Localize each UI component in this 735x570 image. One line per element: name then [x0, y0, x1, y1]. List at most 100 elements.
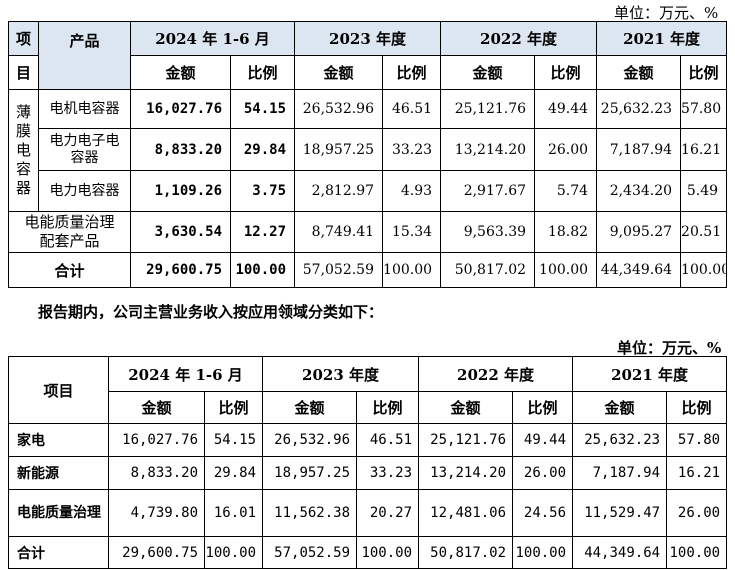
header-period-2024h1: 2024 年 1-6 月 — [107, 356, 264, 392]
table-cell: 5.49 — [680, 170, 728, 212]
table-cell: 4,739.80 — [108, 489, 205, 537]
table-cell: 25,632.23 — [596, 89, 682, 129]
unit-label-bottom: 单位：万元、% — [617, 339, 722, 357]
table-cell: 29.84 — [229, 128, 296, 171]
table-cell: 16.21 — [666, 456, 728, 490]
header-period-2022: 2022 年度 — [440, 21, 598, 56]
header-amount: 金额 — [262, 391, 358, 424]
total-cell: 100.00 — [229, 252, 296, 288]
header-amount: 金额 — [294, 55, 384, 90]
header-amount: 金额 — [572, 391, 668, 424]
product-revenue-table: 项 产品 2024 年 1-6 月 2023 年度 2022 年度 2021 年… — [8, 21, 728, 288]
total-cell: 100.00 — [666, 536, 728, 569]
total-cell: 100.00 — [203, 536, 264, 569]
unit-label-top: 单位：万元、% — [614, 4, 719, 22]
table-cell: 29.84 — [203, 456, 264, 490]
table-cell: 57.80 — [680, 89, 728, 129]
total-cell: 44,349.64 — [572, 536, 668, 569]
total-cell: 100.00 — [680, 252, 728, 288]
table-cell: 49.44 — [534, 89, 598, 129]
table-cell: 26.00 — [666, 489, 728, 537]
table-cell: 16.01 — [203, 489, 264, 537]
table-cell: 18,957.25 — [262, 456, 358, 490]
header-period-2021: 2021 年度 — [572, 356, 728, 392]
header-ratio: 比例 — [512, 391, 574, 424]
table-cell: 18.82 — [534, 211, 598, 253]
total-cell: 100.00 — [382, 252, 442, 288]
total-cell: 44,349.64 — [596, 252, 682, 288]
table-cell: 20.51 — [680, 211, 728, 253]
product-name: 电力电子电容器 — [38, 128, 131, 171]
product-name: 电能质量治理配套产品 — [8, 211, 131, 253]
header-amount: 金额 — [130, 55, 231, 90]
row-label-new-energy: 新能源 — [8, 456, 109, 490]
header-period-2022: 2022 年度 — [418, 356, 574, 392]
table-cell: 33.23 — [356, 456, 420, 490]
table-cell: 3,630.54 — [130, 211, 231, 253]
total-cell: 29,600.75 — [130, 252, 231, 288]
header-item-2: 目 — [8, 55, 39, 90]
table-cell: 18,957.25 — [294, 128, 384, 171]
header-period-2021: 2021 年度 — [596, 21, 728, 56]
header-amount: 金额 — [108, 391, 205, 424]
header-ratio: 比例 — [356, 391, 420, 424]
table-cell: 4.93 — [382, 170, 442, 212]
table-cell: 12.27 — [229, 211, 296, 253]
table-cell: 13,214.20 — [440, 128, 536, 171]
header-ratio: 比例 — [229, 55, 296, 90]
table-cell: 7,187.94 — [596, 128, 682, 171]
table-cell: 13,214.20 — [418, 456, 514, 490]
section-caption: 报告期内，公司主营业务收入按应用领域分类如下： — [38, 303, 384, 321]
table-cell: 15.34 — [382, 211, 442, 253]
table-cell: 20.27 — [356, 489, 420, 537]
table-cell: 26,532.96 — [262, 423, 358, 457]
header-ratio: 比例 — [534, 55, 598, 90]
table-cell: 2,812.97 — [294, 170, 384, 212]
table-cell: 3.75 — [229, 170, 296, 212]
header-ratio: 比例 — [666, 391, 728, 424]
header-product: 产品 — [38, 21, 131, 90]
header-item: 项目 — [8, 356, 109, 424]
table-cell: 16.21 — [680, 128, 728, 171]
table-cell: 46.51 — [356, 423, 420, 457]
row-label-appliance: 家电 — [8, 423, 109, 457]
total-cell: 57,052.59 — [262, 536, 358, 569]
table-cell: 24.56 — [512, 489, 574, 537]
table-cell: 16,027.76 — [130, 89, 231, 129]
table-cell: 25,632.23 — [572, 423, 668, 457]
application-revenue-table: 项目 2024 年 1-6 月 2023 年度 2022 年度 2021 年度 … — [8, 356, 728, 569]
table-cell: 16,027.76 — [108, 423, 205, 457]
row-label-total: 合计 — [8, 536, 109, 569]
header-amount: 金额 — [596, 55, 682, 90]
header-period-2023: 2023 年度 — [294, 21, 442, 56]
row-label-power-quality: 电能质量治理 — [8, 489, 109, 537]
total-cell: 100.00 — [534, 252, 598, 288]
table-cell: 49.44 — [512, 423, 574, 457]
total-cell: 50,817.02 — [440, 252, 536, 288]
header-period-2024h1: 2024 年 1-6 月 — [129, 21, 296, 56]
table-cell: 8,833.20 — [130, 128, 231, 171]
header-ratio: 比例 — [382, 55, 442, 90]
total-cell: 100.00 — [356, 536, 420, 569]
table-cell: 26.00 — [512, 456, 574, 490]
product-name: 电力电容器 — [38, 170, 131, 212]
table-cell: 11,562.38 — [262, 489, 358, 537]
table-cell: 7,187.94 — [572, 456, 668, 490]
table-cell: 54.15 — [229, 89, 296, 129]
total-cell: 57,052.59 — [294, 252, 384, 288]
header-ratio: 比例 — [680, 55, 728, 90]
table-cell: 8,749.41 — [294, 211, 384, 253]
header-amount: 金额 — [418, 391, 514, 424]
header-item: 项 — [8, 21, 39, 56]
table-cell: 2,434.20 — [596, 170, 682, 212]
total-label: 合计 — [8, 252, 131, 288]
total-cell: 29,600.75 — [108, 536, 205, 569]
header-period-2023: 2023 年度 — [262, 356, 420, 392]
table-cell: 5.74 — [534, 170, 598, 212]
table-cell: 9,095.27 — [596, 211, 682, 253]
table-cell: 26.00 — [534, 128, 598, 171]
table-cell: 8,833.20 — [108, 456, 205, 490]
table-cell: 25,121.76 — [440, 89, 536, 129]
table-cell: 33.23 — [382, 128, 442, 171]
table-cell: 12,481.06 — [418, 489, 514, 537]
